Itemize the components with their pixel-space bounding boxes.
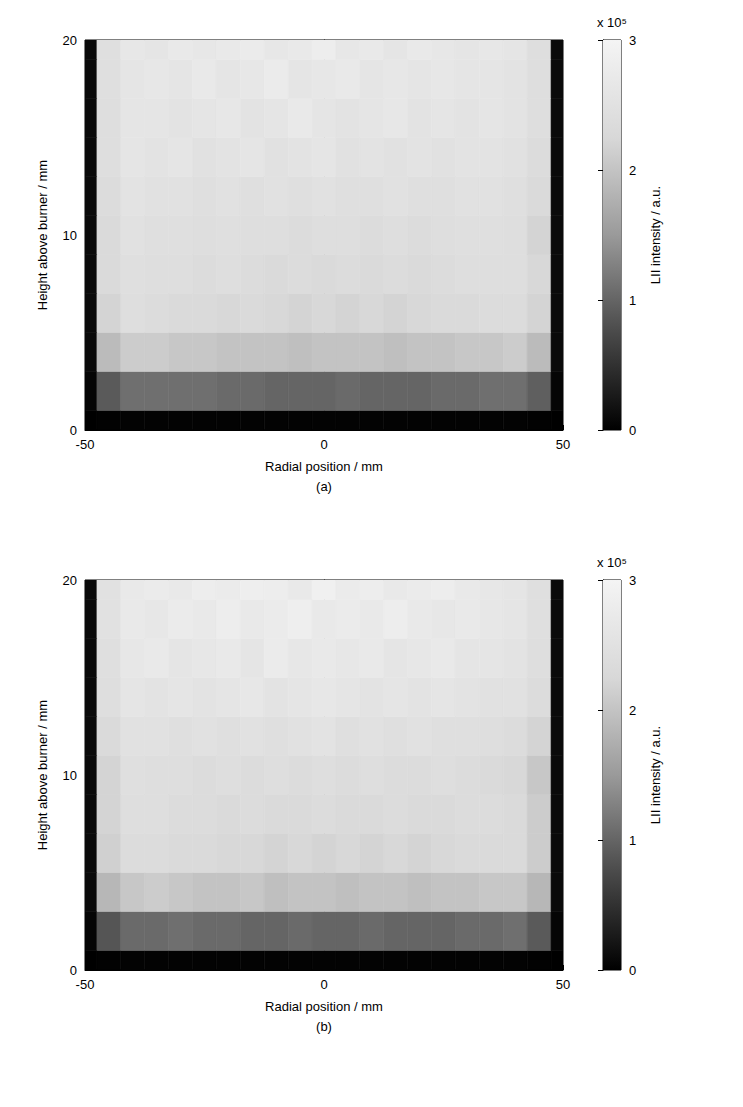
svg-text:50: 50 <box>556 437 570 452</box>
svg-text:20: 20 <box>63 573 77 588</box>
svg-text:20: 20 <box>63 33 77 48</box>
svg-text:(b): (b) <box>316 1019 332 1034</box>
svg-text:-50: -50 <box>76 437 95 452</box>
svg-text:0: 0 <box>70 423 77 438</box>
svg-text:0: 0 <box>320 977 327 992</box>
svg-text:50: 50 <box>556 977 570 992</box>
svg-text:Radial position / mm: Radial position / mm <box>265 999 383 1014</box>
svg-text:x 10⁵: x 10⁵ <box>597 555 627 570</box>
svg-text:Height above burner / mm: Height above burner / mm <box>35 160 50 310</box>
svg-text:0: 0 <box>70 963 77 978</box>
svg-text:-50: -50 <box>76 977 95 992</box>
svg-text:3: 3 <box>629 33 636 48</box>
svg-text:2: 2 <box>629 703 636 718</box>
svg-text:0: 0 <box>320 437 327 452</box>
svg-text:(a): (a) <box>316 479 332 494</box>
svg-text:10: 10 <box>63 228 77 243</box>
svg-text:10: 10 <box>63 768 77 783</box>
svg-text:1: 1 <box>629 833 636 848</box>
svg-text:Radial position / mm: Radial position / mm <box>265 459 383 474</box>
svg-text:2: 2 <box>629 163 636 178</box>
svg-text:LII intensity / a.u.: LII intensity / a.u. <box>648 726 663 824</box>
svg-text:0: 0 <box>629 423 636 438</box>
svg-text:x 10⁵: x 10⁵ <box>597 15 627 30</box>
svg-text:0: 0 <box>629 963 636 978</box>
svg-text:3: 3 <box>629 573 636 588</box>
svg-text:Height above burner / mm: Height above burner / mm <box>35 700 50 850</box>
svg-text:1: 1 <box>629 293 636 308</box>
svg-text:LII intensity / a.u.: LII intensity / a.u. <box>648 186 663 284</box>
